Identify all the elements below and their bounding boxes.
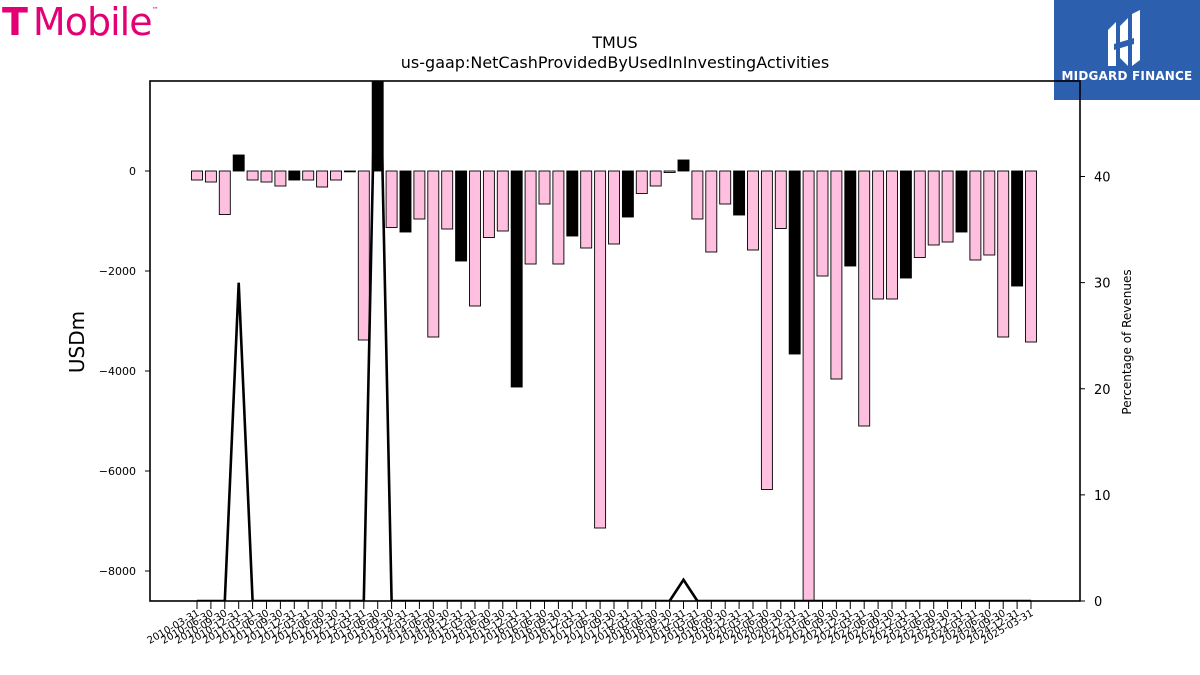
bar-2022-09-30 (886, 170, 898, 300)
y-tick-label: −2000 (99, 265, 136, 278)
bar-2018-06-30 (649, 170, 662, 187)
brand-logo-t: T (2, 0, 28, 44)
bar-2021-12-31 (844, 170, 857, 267)
bar-2015-06-30 (482, 170, 495, 238)
bar-2020-06-30 (760, 170, 773, 490)
bar-2013-12-31 (399, 170, 412, 233)
bar-2020-03-31 (747, 170, 759, 251)
bar-2016-09-30 (552, 170, 565, 265)
bar-2017-03-31 (580, 170, 593, 249)
bar-2016-06-30 (538, 170, 551, 205)
bar-2019-12-31 (733, 170, 746, 216)
brand-logo: T Mobile™ (2, 0, 159, 44)
y-tick-label: −4000 (99, 365, 136, 378)
y-tick-label: 0 (129, 165, 136, 178)
bar-2011-06-30 (260, 170, 273, 183)
bar-2014-03-31 (413, 170, 426, 220)
y-axis-label: USDm (65, 311, 89, 373)
bar-2021-09-30 (830, 170, 843, 380)
y-tick-label: −8000 (99, 565, 136, 578)
y-tick-label: −6000 (99, 465, 136, 478)
bar-2023-06-30 (927, 170, 940, 246)
bar-2023-03-31 (913, 170, 926, 258)
bar-2012-12-31 (343, 170, 356, 173)
chart-title: TMUS (591, 33, 637, 52)
y2-tick-label: 30 (1094, 277, 1111, 292)
bar-2013-03-31 (357, 170, 370, 341)
bar-2022-03-31 (858, 170, 871, 427)
bar-2010-09-30 (218, 170, 231, 215)
bar-2021-03-31 (802, 170, 815, 601)
bar-2017-09-30 (608, 170, 620, 245)
bar-2011-03-31 (246, 170, 259, 181)
bar-2015-09-30 (496, 170, 509, 232)
bar-2018-03-31 (635, 170, 648, 194)
bar-2018-12-31 (677, 159, 690, 172)
bar-2011-09-30 (274, 170, 287, 187)
y2-tick-label: 20 (1094, 383, 1111, 398)
badge-label: MIDGARD FINANCE (1061, 69, 1193, 83)
bar-2012-03-31 (302, 170, 315, 181)
bar-2014-09-30 (441, 170, 454, 230)
bar-2013-06-30 (371, 81, 384, 172)
y2-tick-label: 0 (1094, 595, 1102, 610)
bar-2014-06-30 (427, 170, 440, 338)
line-group (197, 81, 1031, 601)
bar-2014-12-31 (455, 170, 468, 262)
bar-2024-06-30 (983, 170, 996, 256)
bar-2023-12-31 (955, 170, 968, 233)
plot-frame (149, 80, 1081, 602)
y2-tick-label: 40 (1094, 171, 1111, 186)
y2-tick-label: 10 (1094, 489, 1111, 504)
bar-2020-12-31 (788, 170, 801, 355)
bar-2023-09-30 (941, 170, 954, 243)
y-ticks: 0 −2000 −4000 −6000 −8000 (99, 165, 150, 578)
bar-2020-09-30 (774, 170, 787, 229)
midgard-logo-icon (1108, 10, 1140, 66)
bar-2019-06-30 (705, 170, 718, 253)
bar-2024-03-31 (969, 170, 982, 261)
bar-2022-12-31 (899, 170, 912, 279)
bar-2016-12-31 (566, 170, 579, 237)
bars-group (191, 81, 1037, 601)
x-ticks: 2010-03-312010-06-302010-09-302010-12-31… (146, 601, 1036, 647)
bar-2012-06-30 (316, 170, 329, 188)
bar-2015-03-31 (469, 170, 481, 307)
chart-subtitle: us-gaap:NetCashProvidedByUsedInInvesting… (401, 53, 829, 72)
bar-2016-03-31 (524, 170, 537, 265)
bar-2017-06-30 (594, 170, 607, 529)
bar-2010-06-30 (204, 170, 217, 183)
brand-logo-text: Mobile (32, 0, 153, 44)
midgard-finance-badge: MIDGARD FINANCE (1054, 0, 1200, 100)
brand-logo-mark: ™ (151, 6, 159, 14)
bar-2021-06-30 (816, 170, 829, 277)
bar-2012-09-30 (330, 170, 342, 181)
bar-2011-12-31 (288, 170, 301, 181)
bar-2018-09-30 (663, 170, 676, 173)
percentage-line (197, 81, 1031, 601)
bar-2019-03-31 (691, 170, 704, 220)
bar-2024-09-30 (997, 170, 1010, 338)
bar-2010-12-31 (232, 154, 245, 172)
bar-2022-06-30 (872, 170, 885, 300)
bar-2025-03-31 (1025, 170, 1037, 343)
bar-2010-03-31 (191, 170, 203, 181)
bar-2013-09-30 (385, 170, 398, 228)
y2-ticks: 0 10 20 30 40 (1080, 171, 1111, 610)
y2-axis-label: Percentage of Revenues (1120, 269, 1134, 414)
bar-2024-12-31 (1011, 170, 1024, 287)
bar-2015-12-31 (510, 170, 523, 388)
bar-2019-09-30 (719, 170, 732, 205)
bar-2017-12-31 (621, 170, 634, 218)
